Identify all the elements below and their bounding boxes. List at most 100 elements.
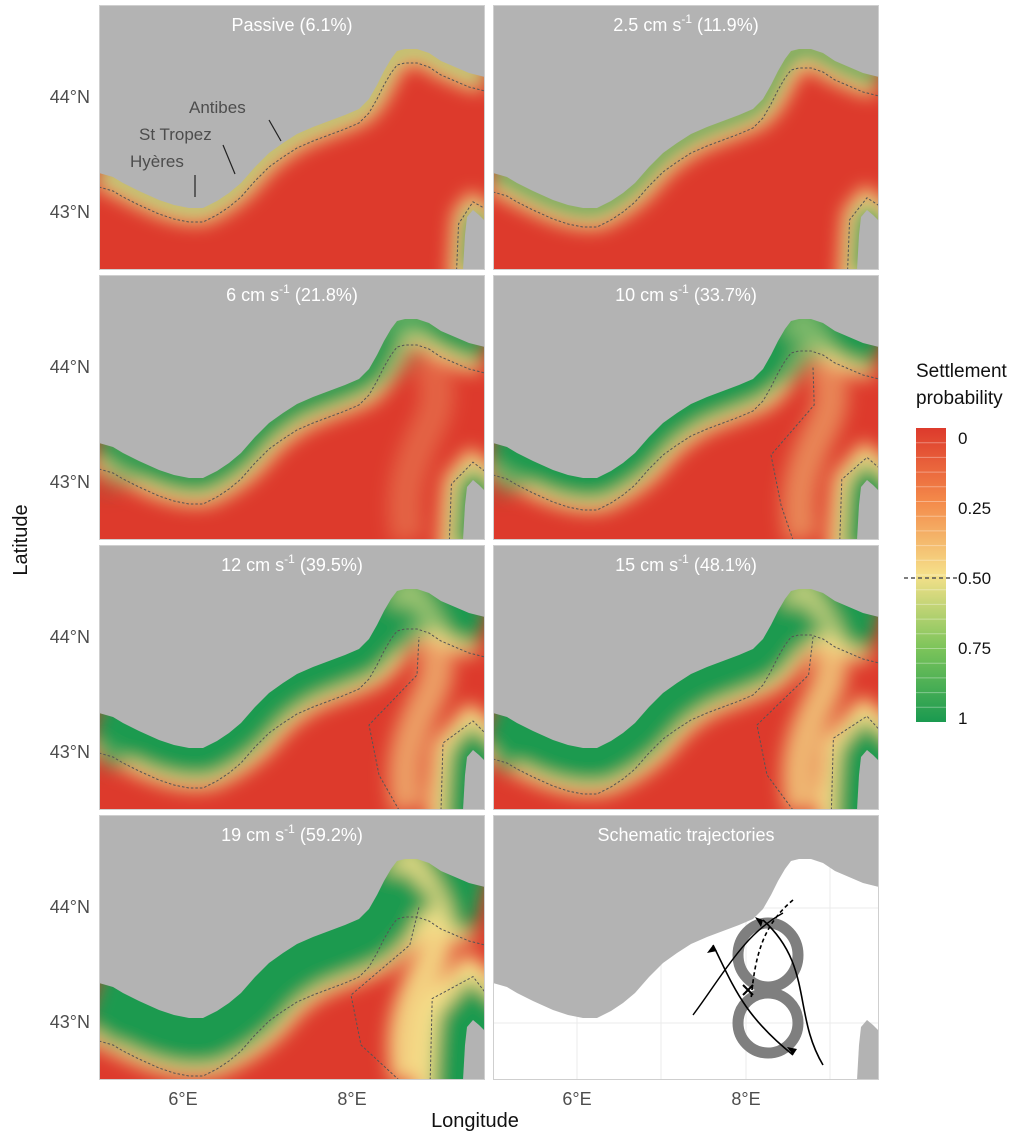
panel-title-superscript: -1 xyxy=(678,282,689,296)
settlement-map-panel: 6 cm s-1 (21.8%) xyxy=(99,275,485,540)
contour-0.5 xyxy=(493,634,879,795)
panel-title-superscript: -1 xyxy=(279,282,290,296)
mainland xyxy=(493,815,879,1018)
corsica xyxy=(463,210,485,270)
panel-frame xyxy=(493,275,879,540)
panel-title-superscript: -1 xyxy=(678,552,689,566)
x-tick-label: 6°E xyxy=(168,1089,197,1109)
settlement-map-panel: 19 cm s-1 (59.2%) xyxy=(99,815,485,1080)
contour-0.5 xyxy=(99,628,485,789)
place-label: St Tropez xyxy=(139,125,212,144)
corsica xyxy=(463,480,485,540)
contour-0.5-corsica xyxy=(429,975,485,1080)
panel-title: Schematic trajectories xyxy=(597,825,774,845)
panel-title: 2.5 cm s-1 (11.9%) xyxy=(613,12,758,35)
place-label: Hyères xyxy=(130,152,184,171)
mainland xyxy=(99,815,485,1018)
y-axis-ticks: 44°N 43°N 44°N 43°N 44°N 43°N 44°N 43°N xyxy=(50,87,90,1032)
corsica xyxy=(463,1020,485,1080)
corsica xyxy=(463,750,485,810)
place-annotations: Antibes St Tropez Hyères xyxy=(130,98,282,197)
start-marker xyxy=(742,984,754,996)
panel-title-superscript: -1 xyxy=(284,552,295,566)
trajectory-arrows xyxy=(692,899,824,1066)
legend-tick-label: 0.50 xyxy=(958,569,991,588)
legend-tick-label: 0.25 xyxy=(958,499,991,518)
legend-title-line2: probability xyxy=(916,388,1003,409)
panel-title-tail: (39.5%) xyxy=(295,555,363,575)
y-tick-label: 43°N xyxy=(50,202,90,222)
panel-title-superscript: -1 xyxy=(284,822,295,836)
contour-0.5-corsica xyxy=(456,201,485,270)
trajectory-arrow xyxy=(712,944,794,1056)
panel-frame xyxy=(99,815,485,1080)
trajectory-arrow xyxy=(762,919,824,1066)
panel-title-tail: (33.7%) xyxy=(689,285,757,305)
panel-title: 6 cm s-1 (21.8%) xyxy=(226,282,358,305)
panel-title-main: 10 cm s xyxy=(615,285,678,305)
y-tick-label: 43°N xyxy=(50,742,90,762)
y-tick-label: 43°N xyxy=(50,472,90,492)
panel-title-tail: (21.8%) xyxy=(290,285,358,305)
panel-title-main: 15 cm s xyxy=(615,555,678,575)
settlement-map-panel: 10 cm s-1 (33.7%) xyxy=(493,275,879,540)
settlement-map-panel: 2.5 cm s-1 (11.9%) xyxy=(493,5,879,270)
colorbar-legend: Settlement probability 0 0.25 0.50 0.75 … xyxy=(904,361,1008,728)
corsica xyxy=(857,210,879,270)
panel-title-main: 2.5 cm s xyxy=(613,15,681,35)
corsica xyxy=(857,480,879,540)
panel-title-superscript: -1 xyxy=(681,12,692,26)
panel-title: 10 cm s-1 (33.7%) xyxy=(615,282,757,305)
legend-band-lines xyxy=(916,442,946,708)
legend-tick-label: 0 xyxy=(958,429,967,448)
mainland xyxy=(493,5,879,208)
legend-tick-label: 0.75 xyxy=(958,639,991,658)
x-tick-label: 6°E xyxy=(562,1089,591,1109)
contour-0.5-corsica xyxy=(847,197,879,270)
panel-title: 12 cm s-1 (39.5%) xyxy=(221,552,363,575)
mainland xyxy=(99,5,485,208)
place-pointer xyxy=(222,144,236,175)
settlement-map-panel: 15 cm s-1 (48.1%) xyxy=(493,545,879,810)
legend-tick-label: 1 xyxy=(958,709,967,728)
y-tick-label: 44°N xyxy=(50,627,90,647)
mainland xyxy=(493,275,879,478)
panel-title-main: 12 cm s xyxy=(221,555,284,575)
panel-title-tail: (48.1%) xyxy=(689,555,757,575)
schematic-trajectories-panel: Schematic trajectories xyxy=(493,815,879,1080)
arrow-head xyxy=(787,1047,797,1055)
panel-title: Passive (6.1%) xyxy=(231,15,352,35)
corsica xyxy=(857,1020,879,1080)
legend-colorbar xyxy=(916,428,946,722)
contour-0.5-corsica xyxy=(448,461,485,540)
y-tick-label: 43°N xyxy=(50,1012,90,1032)
y-tick-label: 44°N xyxy=(50,87,90,107)
panel-frame xyxy=(99,545,485,810)
panel-frame xyxy=(493,545,879,810)
mainland xyxy=(99,275,485,478)
map-panels-grid: Passive (6.1%) Antibes St Tropez Hyères 2.5 … xyxy=(99,5,879,1080)
contour-0.5 xyxy=(99,344,485,505)
contour-0.5-eddy xyxy=(770,366,815,540)
y-axis-title: Latitude xyxy=(10,504,32,575)
panel-frame xyxy=(99,5,485,270)
x-tick-label: 8°E xyxy=(337,1089,366,1109)
panel-title-tail: (59.2%) xyxy=(295,825,363,845)
panel-title: 19 cm s-1 (59.2%) xyxy=(221,822,363,845)
contour-0.5-corsica xyxy=(830,715,879,810)
y-tick-label: 44°N xyxy=(50,897,90,917)
y-tick-label: 44°N xyxy=(50,357,90,377)
settlement-map-panel: Passive (6.1%) Antibes St Tropez Hyères xyxy=(99,5,485,270)
place-label: Antibes xyxy=(189,98,246,117)
panel-title-main: 19 cm s xyxy=(221,825,284,845)
eddy-loop-lower xyxy=(732,987,804,1059)
arrow-head xyxy=(755,917,763,927)
contour-0.5-corsica xyxy=(839,456,879,540)
panel-title-tail: (11.9%) xyxy=(692,15,759,35)
mainland xyxy=(99,545,485,748)
contour-0.5 xyxy=(99,62,485,223)
contour-0.5-eddy xyxy=(756,636,814,810)
panel-title-main: 6 cm s xyxy=(226,285,279,305)
legend-title-line1: Settlement xyxy=(916,361,1008,382)
